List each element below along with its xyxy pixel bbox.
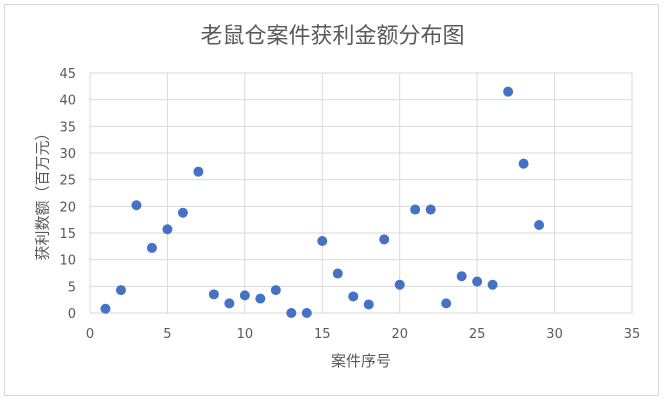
data-point [332,268,343,279]
data-point [239,290,250,301]
data-point [348,291,359,302]
y-tick-label: 20 [59,200,76,215]
data-point [487,279,498,290]
data-point [177,207,188,218]
y-tick-label: 45 [59,67,76,82]
data-point [518,158,529,169]
data-point [317,236,328,246]
x-tick-label: 10 [237,327,254,342]
data-point [363,299,374,310]
data-point [456,271,467,282]
y-tick-label: 35 [59,120,76,135]
x-tick-label: 15 [314,327,331,342]
data-point [534,220,545,230]
data-point [301,308,312,318]
chart-title: 老鼠仓案件获利金额分布图 [200,24,465,49]
data-point [503,86,514,97]
data-point [472,276,483,287]
chart-frame [4,4,659,396]
data-point [208,289,219,300]
data-point [286,308,297,318]
y-tick-label: 0 [68,307,76,322]
data-point [425,204,436,215]
data-point [162,224,173,235]
data-point [100,303,111,314]
data-point [379,234,390,245]
data-point [193,166,204,177]
data-point [394,279,405,290]
x-tick-label: 30 [546,327,563,342]
y-tick-label: 10 [59,254,76,269]
x-tick-label: 25 [469,327,486,342]
y-tick-label: 40 [59,94,76,109]
x-tick-label: 35 [624,327,641,342]
y-tick-label: 25 [59,174,76,189]
data-point [410,204,421,215]
y-tick-label: 5 [68,280,76,295]
x-tick-label: 0 [86,327,94,342]
x-tick-label: 5 [163,327,171,342]
data-point [255,293,266,304]
x-tick-label: 20 [391,327,408,342]
data-point [441,298,452,309]
y-tick-label: 15 [59,227,76,242]
data-point [146,242,157,253]
data-point [131,200,142,211]
y-tick-label: 30 [59,147,76,162]
data-point [270,285,281,296]
data-point [115,285,126,296]
x-axis-label: 案件序号 [330,352,391,370]
data-point [224,298,235,309]
